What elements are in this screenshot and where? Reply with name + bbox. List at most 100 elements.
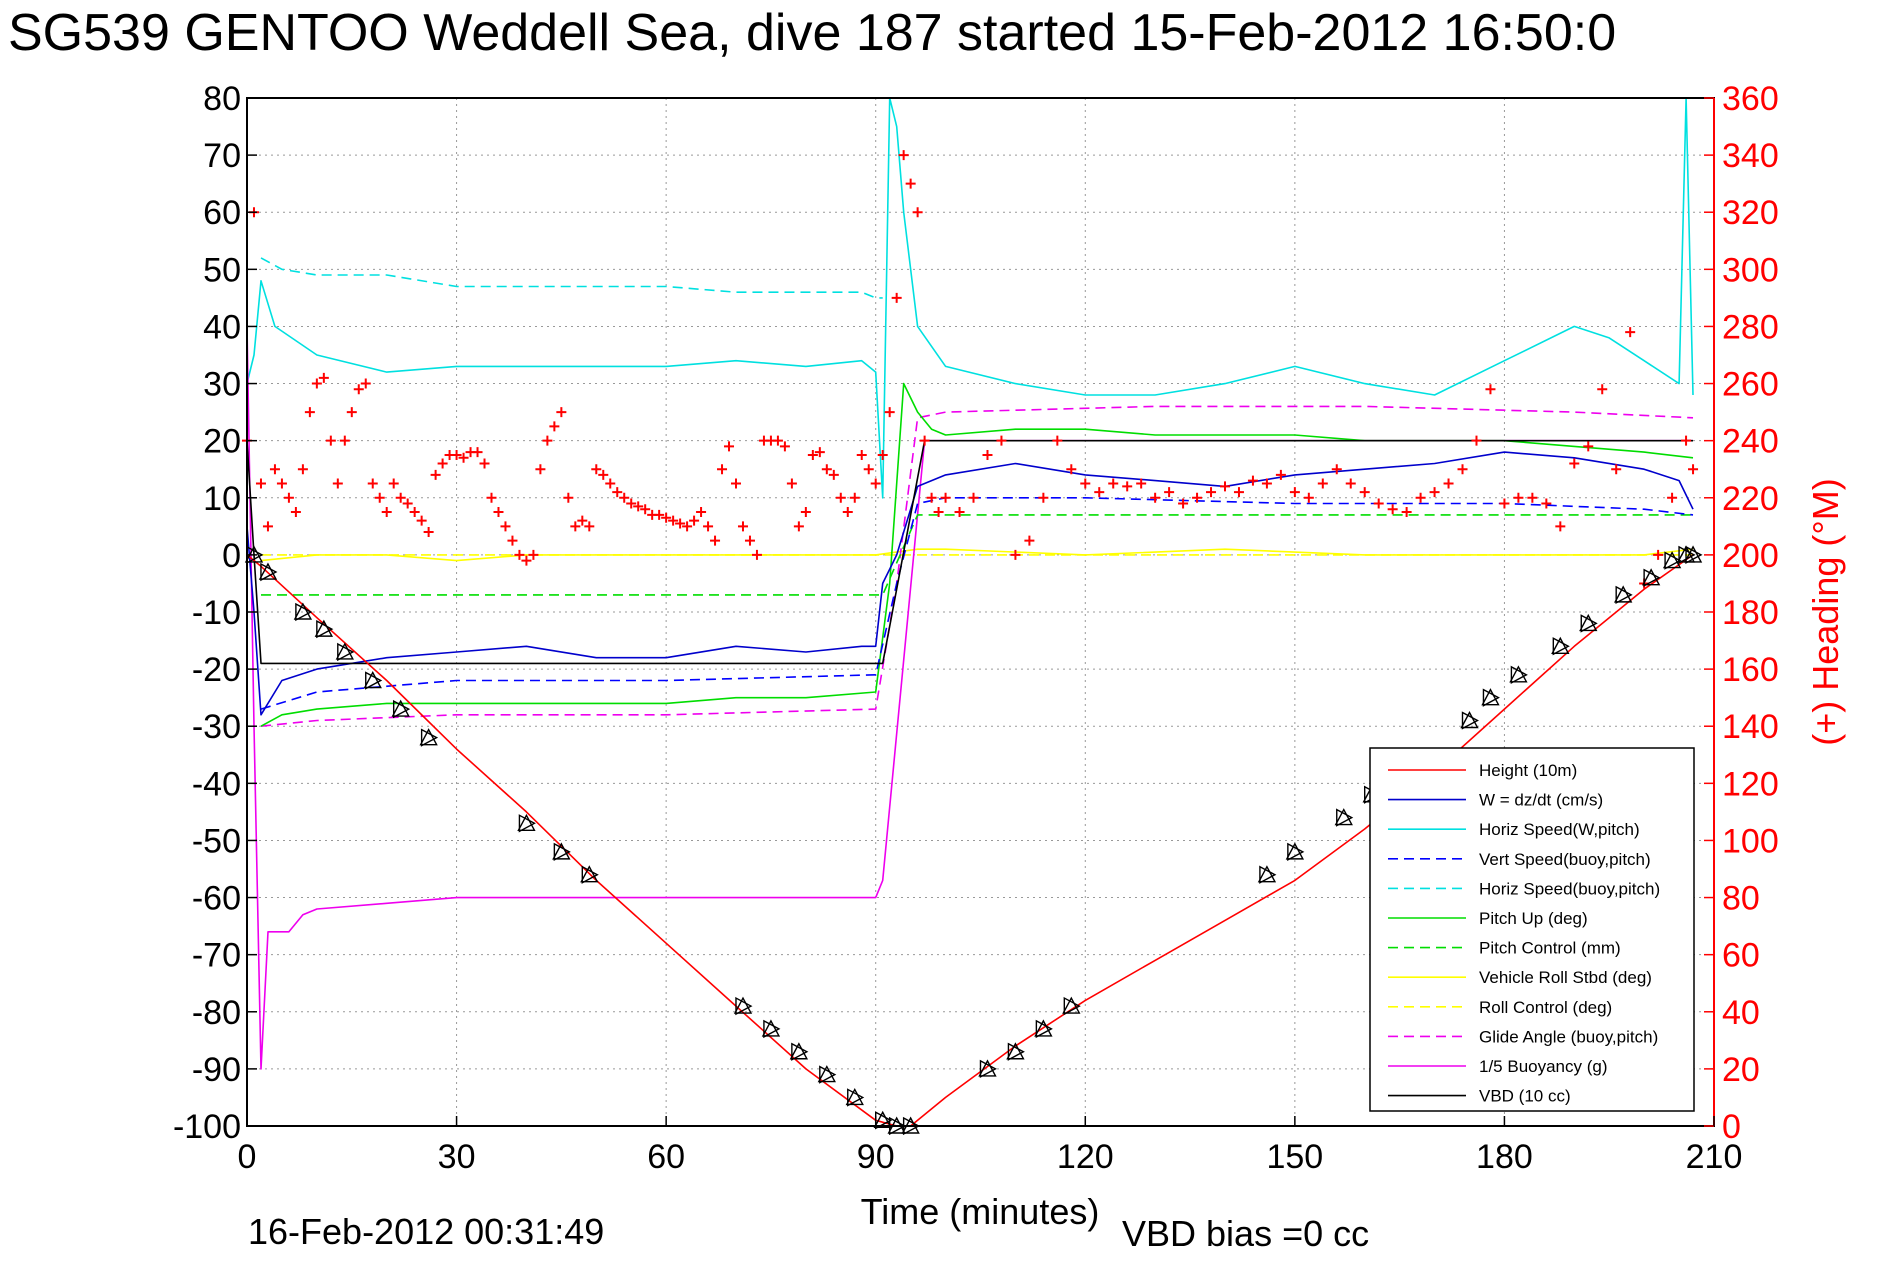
- heading-point: [751, 549, 762, 560]
- right-tick-label: 120: [1722, 765, 1779, 803]
- left-tick-label: 10: [203, 480, 241, 518]
- heading-point: [919, 435, 930, 446]
- heading-point: [486, 492, 497, 503]
- legend-label: Pitch Control (mm): [1479, 939, 1621, 958]
- heading-point: [353, 384, 364, 395]
- left-tick-label: 0: [222, 537, 241, 575]
- heading-point: [1317, 478, 1328, 489]
- heading-point: [710, 535, 721, 546]
- heading-point: [1387, 504, 1398, 515]
- heading-point: [731, 478, 741, 489]
- triangle-marker: [1334, 808, 1353, 826]
- heading-point: [395, 492, 406, 503]
- heading-point: [1345, 478, 1356, 489]
- heading-point: [1429, 487, 1440, 498]
- heading-point: [577, 515, 588, 526]
- triangle-marker: [1551, 636, 1570, 654]
- triangle-marker-right: [1035, 1019, 1053, 1039]
- heading-point: [493, 507, 504, 518]
- triangle-marker: [1614, 585, 1633, 603]
- triangle-marker: [258, 562, 278, 580]
- left-tick-label: 30: [203, 366, 241, 404]
- right-tick-label: 320: [1722, 194, 1779, 232]
- heading-point: [1094, 487, 1105, 498]
- heading-point: [304, 407, 315, 418]
- heading-point: [689, 515, 700, 526]
- heading-point: [262, 521, 273, 532]
- right-tick-label: 280: [1722, 308, 1779, 346]
- heading-point: [605, 478, 616, 489]
- heading-point: [528, 549, 539, 560]
- left-tick-label: 80: [203, 80, 241, 118]
- series-line-w: [246, 451, 1694, 716]
- heading-point: [661, 512, 672, 523]
- heading-point: [1499, 498, 1510, 509]
- heading-point: [1485, 384, 1496, 395]
- heading-point: [814, 447, 825, 458]
- triangle-marker: [1579, 613, 1598, 632]
- triangle-marker-right: [581, 865, 599, 884]
- heading-layer: [242, 150, 1699, 589]
- right-tick-label: 100: [1722, 822, 1779, 860]
- right-tick-label: 340: [1722, 137, 1779, 175]
- right-axis-label: (+) Heading (°M): [1805, 478, 1846, 745]
- triangle-marker: [517, 813, 536, 832]
- heading-point: [1443, 478, 1454, 489]
- heading-point: [1583, 441, 1594, 452]
- triangle-marker-right: [316, 619, 334, 639]
- heading-point: [1052, 435, 1063, 446]
- heading-point: [542, 435, 553, 446]
- series-line-horiz_speed: [246, 97, 1694, 499]
- heading-point: [703, 521, 714, 532]
- heading-point: [416, 515, 427, 526]
- heading-point: [339, 435, 350, 446]
- triangle-marker-right: [1063, 996, 1081, 1016]
- heading-point: [276, 478, 287, 489]
- heading-point: [598, 469, 609, 480]
- legend-label: 1/5 Buoyancy (g): [1479, 1057, 1608, 1076]
- heading-point: [940, 492, 951, 503]
- heading-point: [325, 435, 336, 446]
- heading-point: [332, 478, 343, 489]
- heading-point: [654, 509, 665, 520]
- heading-point: [1653, 549, 1664, 560]
- triangle-marker: [1285, 842, 1305, 860]
- heading-point: [1289, 487, 1300, 498]
- triangle-marker: [1509, 665, 1528, 683]
- left-tick-label: -60: [192, 880, 241, 918]
- x-tick-label: 180: [1476, 1138, 1533, 1176]
- heading-point: [1303, 492, 1314, 503]
- heading-point: [856, 449, 867, 460]
- heading-point: [682, 521, 693, 532]
- heading-point: [1038, 492, 1049, 503]
- right-tick-label: 220: [1722, 480, 1779, 518]
- heading-point: [1261, 478, 1272, 489]
- right-y-ticks: 3603403203002802602402202001801601401201…: [1704, 80, 1779, 1146]
- heading-point: [1066, 464, 1077, 475]
- right-tick-label: 0: [1722, 1108, 1741, 1146]
- x-tick-label: 120: [1057, 1138, 1114, 1176]
- triangle-marker-right: [553, 842, 571, 862]
- heading-point: [793, 521, 804, 532]
- left-tick-label: -70: [192, 937, 241, 975]
- triangle-marker: [1034, 1019, 1053, 1037]
- heading-point: [1359, 487, 1370, 498]
- heading-point: [507, 535, 518, 546]
- triangle-marker-right: [847, 1088, 865, 1107]
- triangle-marker: [314, 619, 334, 637]
- heading-point: [1010, 549, 1021, 560]
- x-ticks: 0 30 60 90 120 150 180 210: [238, 1116, 1743, 1176]
- triangle-marker-right: [420, 728, 439, 747]
- legend-label: Horiz Speed(W,pitch): [1479, 820, 1640, 839]
- heading-point: [1136, 478, 1147, 489]
- x-tick-label: 150: [1266, 1138, 1323, 1176]
- heading-point: [1164, 487, 1175, 498]
- heading-point: [675, 518, 686, 529]
- x-tick-label: 0: [238, 1138, 257, 1176]
- heading-point: [479, 458, 490, 469]
- heading-point: [311, 378, 322, 389]
- heading-point: [821, 464, 832, 475]
- heading-point: [570, 521, 581, 532]
- x-tick-label: 210: [1686, 1138, 1743, 1176]
- heading-point: [744, 535, 755, 546]
